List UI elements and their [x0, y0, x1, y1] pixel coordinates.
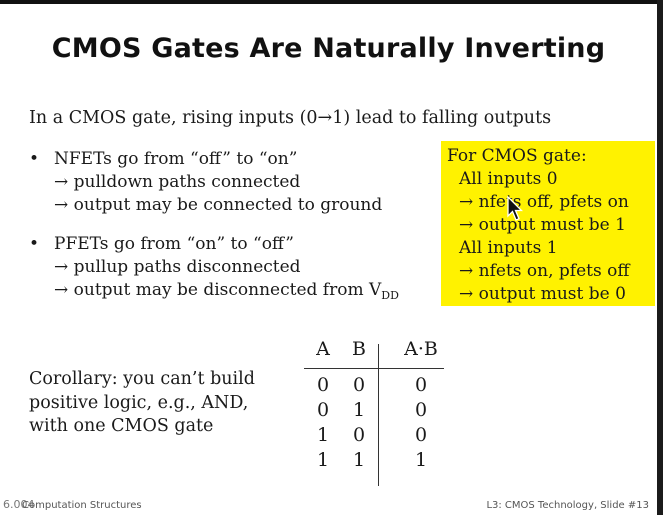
footer-slide-number: L3: CMOS Technology, Slide #13	[486, 500, 649, 511]
footer-course: Computation Structures	[22, 500, 142, 511]
cell-output: 0	[414, 399, 428, 421]
truth-table-header: A B A·B	[300, 338, 460, 364]
intro-text: In a CMOS gate, rising inputs (0→1) lead…	[29, 108, 552, 128]
cell-b: 0	[352, 424, 366, 446]
table-row: 0 0 0	[300, 374, 460, 400]
bullet-sub: → pullup paths disconnected	[54, 257, 301, 277]
box-line: → nfets off, pfets on	[459, 192, 629, 212]
box-header: For CMOS gate:	[447, 146, 587, 166]
bullet-head: PFETs go from “on” to “off”	[54, 234, 294, 254]
bullet-sub-vdd: → output may be disconnected from VDD	[54, 279, 399, 307]
truth-table: A B A·B 0 0 0 0 1 0 1 0 0 1 1 1	[300, 338, 460, 488]
course-logo-icon: 6.004	[3, 498, 35, 511]
cell-output: 0	[414, 374, 428, 396]
window-top-bar	[0, 0, 663, 4]
box-line: All inputs 1	[459, 238, 558, 258]
table-row: 1 1 1	[300, 449, 460, 475]
cmos-summary-box: For CMOS gate: All inputs 0 → nfets off,…	[441, 141, 655, 306]
bullet-sub: → pulldown paths connected	[54, 172, 301, 192]
table-column-rule	[378, 344, 379, 486]
cell-a: 1	[316, 424, 330, 446]
bullet-dot: •	[29, 234, 40, 254]
cell-a: 0	[316, 374, 330, 396]
cell-output: 0	[414, 424, 428, 446]
bullet-head: NFETs go from “off” to “on”	[54, 149, 298, 169]
window-right-edge	[657, 0, 663, 515]
header-a: A	[316, 338, 330, 360]
cell-a: 0	[316, 399, 330, 421]
table-header-rule	[304, 368, 444, 369]
bullet-sub: → output may be connected to ground	[54, 195, 383, 215]
mouse-pointer-icon	[507, 196, 523, 221]
bullet-dot: •	[29, 149, 40, 169]
cell-b: 0	[352, 374, 366, 396]
slide-title: CMOS Gates Are Naturally Inverting	[51, 33, 606, 64]
header-b: B	[352, 338, 366, 360]
table-row: 1 0 0	[300, 424, 460, 450]
box-line: → output must be 0	[459, 284, 626, 304]
box-line: → output must be 1	[459, 215, 626, 235]
vdd-subscript: DD	[381, 289, 399, 302]
cell-output: 1	[414, 449, 428, 471]
cell-a: 1	[316, 449, 330, 471]
cell-b: 1	[352, 449, 366, 471]
cell-b: 1	[352, 399, 366, 421]
bullet-sub-text: → output may be disconnected from V	[54, 280, 382, 300]
header-output: A·B	[404, 338, 438, 360]
box-line: → nfets on, pfets off	[459, 261, 630, 281]
box-line: All inputs 0	[459, 169, 558, 189]
table-row: 0 1 0	[300, 399, 460, 425]
corollary-text: Corollary: you can’t build positive logi…	[29, 369, 255, 436]
